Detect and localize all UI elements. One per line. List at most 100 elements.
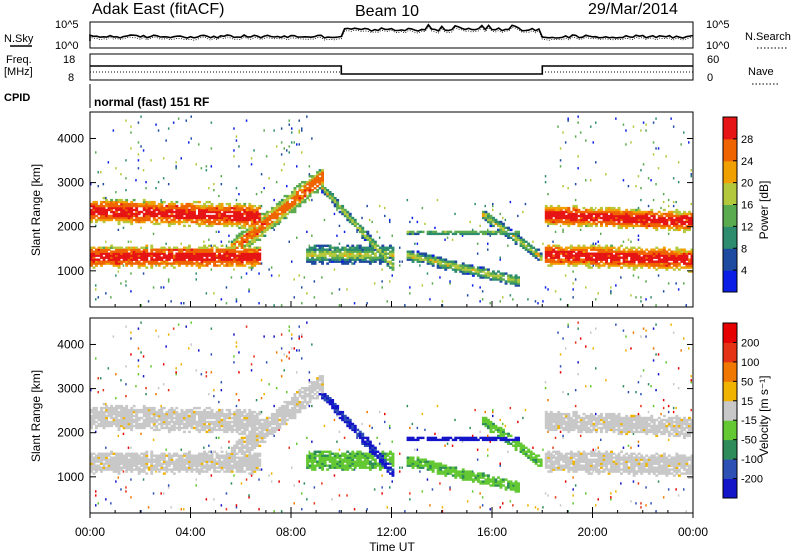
power-cell — [371, 258, 375, 261]
power-cell — [612, 206, 616, 210]
velocity-cell — [183, 468, 186, 471]
power-cell — [378, 254, 382, 257]
velocity-cell — [120, 414, 124, 418]
velocity-cell — [97, 456, 101, 459]
power-cell — [665, 254, 669, 257]
velocity-cell — [122, 414, 126, 418]
echo-speckle — [298, 274, 300, 277]
echo-speckle — [120, 173, 122, 176]
echo-speckle — [585, 139, 587, 142]
velocity-cell — [205, 470, 209, 473]
power-cell — [230, 240, 234, 243]
power-cell — [177, 220, 181, 224]
power-cell — [625, 254, 629, 257]
echo-speckle — [280, 169, 283, 172]
power-cell — [130, 202, 134, 206]
power-cell — [296, 185, 299, 188]
power-cell — [667, 228, 671, 232]
power-cell — [336, 206, 340, 210]
power-cell — [683, 228, 686, 232]
velocity-cell — [215, 414, 219, 418]
velocity-cell — [223, 430, 227, 434]
velocity-cell — [170, 426, 174, 430]
power-cell — [489, 232, 493, 236]
colorbar-segment — [723, 160, 737, 184]
velocity-cell — [185, 462, 189, 465]
power-cell — [233, 244, 237, 247]
velocity-cell — [137, 424, 141, 428]
power-cell — [627, 254, 631, 257]
velocity-cell — [135, 426, 139, 430]
power-cell — [230, 206, 234, 210]
echo-speckle — [559, 165, 562, 168]
power-cell — [547, 218, 551, 222]
power-cell — [464, 272, 468, 275]
velocity-cell — [172, 424, 176, 428]
power-cell — [177, 208, 181, 212]
velocity-cell — [142, 470, 146, 473]
power-cell — [667, 256, 671, 259]
echo-speckle — [218, 230, 220, 233]
velocity-cell — [102, 464, 106, 467]
power-cell — [343, 212, 347, 216]
power-cell — [642, 214, 646, 218]
power-cell — [567, 222, 571, 226]
power-cell — [439, 264, 443, 267]
power-cell — [610, 258, 613, 261]
power-cell — [152, 216, 156, 220]
velocity-cell — [165, 454, 169, 457]
echo-speckle — [353, 302, 356, 305]
echo-speckle — [203, 240, 205, 243]
echo-speckle — [291, 141, 293, 144]
power-cell — [459, 230, 463, 234]
echo-speckle — [125, 189, 127, 192]
power-cell — [630, 210, 634, 214]
power-cell — [630, 252, 634, 255]
power-cell — [258, 228, 262, 232]
echo-speckle — [564, 274, 567, 277]
power-cell — [585, 210, 588, 214]
power-cell — [223, 220, 227, 224]
power-cell — [115, 260, 118, 263]
velocity-cell — [172, 460, 176, 463]
power-cell — [100, 248, 103, 251]
power-cell — [137, 212, 141, 216]
power-cell — [502, 224, 505, 228]
power-cell — [690, 262, 694, 265]
velocity-cell — [102, 414, 106, 418]
echo-speckle — [260, 173, 263, 176]
velocity-cell — [147, 468, 151, 471]
power-cell — [92, 216, 96, 220]
power-cell — [233, 248, 237, 251]
power-cell — [539, 256, 543, 259]
power-cell — [233, 214, 237, 218]
velocity-cell — [213, 414, 216, 418]
power-cell — [245, 238, 249, 241]
power-cell — [672, 224, 676, 228]
velocity-cell — [112, 412, 116, 416]
power-cell — [240, 232, 244, 236]
velocity-cell — [97, 458, 101, 461]
echo-speckle — [162, 157, 165, 160]
power-cell — [484, 212, 488, 216]
power-cell — [471, 232, 475, 236]
power-cell — [198, 252, 201, 255]
echo-speckle — [268, 177, 270, 180]
power-cell — [150, 262, 154, 265]
power-cell — [569, 210, 573, 214]
echo-speckle — [512, 298, 514, 301]
power-cell — [283, 200, 287, 204]
power-cell — [635, 248, 639, 251]
power-cell — [183, 248, 186, 251]
power-cell — [622, 214, 626, 218]
power-cell — [248, 258, 252, 261]
power-cell — [127, 214, 131, 218]
echo-speckle — [185, 325, 187, 328]
power-cell — [406, 232, 410, 236]
echo-speckle — [338, 304, 341, 307]
radar-title: Adak East (fitACF) — [92, 1, 224, 18]
velocity-cell — [157, 428, 161, 432]
power-cell — [250, 260, 254, 263]
power-cell — [278, 202, 282, 206]
power-cell — [316, 244, 319, 247]
